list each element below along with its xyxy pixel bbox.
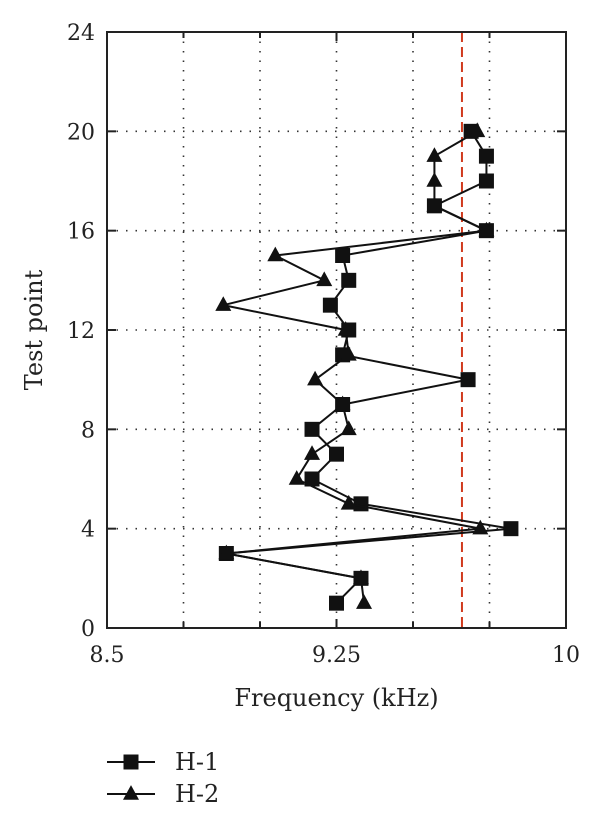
data-point xyxy=(304,421,320,437)
legend-marker xyxy=(123,754,139,770)
x-tick-label: 10 xyxy=(552,643,580,668)
series-line xyxy=(223,130,490,604)
data-point xyxy=(215,296,232,311)
data-point xyxy=(478,173,494,189)
data-point xyxy=(337,321,354,336)
series-layer xyxy=(215,122,519,611)
y-tick-label: 24 xyxy=(67,21,95,46)
data-point xyxy=(340,345,357,361)
legend-marker xyxy=(123,785,139,800)
y-tick-label: 20 xyxy=(67,120,95,145)
data-point xyxy=(334,395,351,411)
legend-item: H-1 xyxy=(107,748,219,776)
data-point xyxy=(478,148,494,164)
y-tick-label: 8 xyxy=(81,418,95,443)
data-point xyxy=(503,521,519,537)
data-point xyxy=(329,446,344,462)
data-point xyxy=(316,271,333,287)
data-point xyxy=(426,147,443,162)
data-point xyxy=(352,569,369,585)
axis-ticks: 0 4 8 12 16 20 24 8.5 9.25 10 xyxy=(67,21,580,668)
data-point xyxy=(469,122,486,138)
data-point xyxy=(426,172,443,187)
data-point xyxy=(288,470,305,485)
legend: H-1H-2 xyxy=(107,748,219,808)
series-h-1 xyxy=(218,123,519,611)
x-axis-title: Frequency (kHz) xyxy=(234,684,438,712)
series-h-2 xyxy=(215,122,495,609)
x-tick-label: 9.25 xyxy=(312,643,361,668)
data-point xyxy=(304,445,321,460)
data-point xyxy=(356,594,373,609)
y-tick-label: 4 xyxy=(81,518,95,543)
data-point xyxy=(335,248,351,263)
data-point xyxy=(322,297,338,313)
data-point xyxy=(478,221,495,237)
y-tick-label: 16 xyxy=(67,220,95,245)
data-point xyxy=(460,372,476,388)
data-point xyxy=(341,272,357,288)
data-point xyxy=(472,519,489,535)
data-point xyxy=(267,246,284,262)
data-point xyxy=(218,544,235,560)
y-tick-label: 0 xyxy=(81,617,95,642)
series-line xyxy=(226,130,512,604)
grid-lines xyxy=(107,32,566,628)
data-point xyxy=(340,420,357,436)
legend-label: H-1 xyxy=(175,748,219,776)
legend-label: H-2 xyxy=(175,780,219,808)
y-axis-title: Test point xyxy=(20,269,48,390)
legend-item: H-2 xyxy=(107,780,219,808)
data-point xyxy=(304,471,320,487)
y-tick-label: 12 xyxy=(67,319,95,344)
data-point xyxy=(426,196,443,212)
data-point xyxy=(340,494,357,510)
data-point xyxy=(307,370,324,386)
data-point xyxy=(329,595,344,611)
x-tick-label: 8.5 xyxy=(90,643,125,668)
